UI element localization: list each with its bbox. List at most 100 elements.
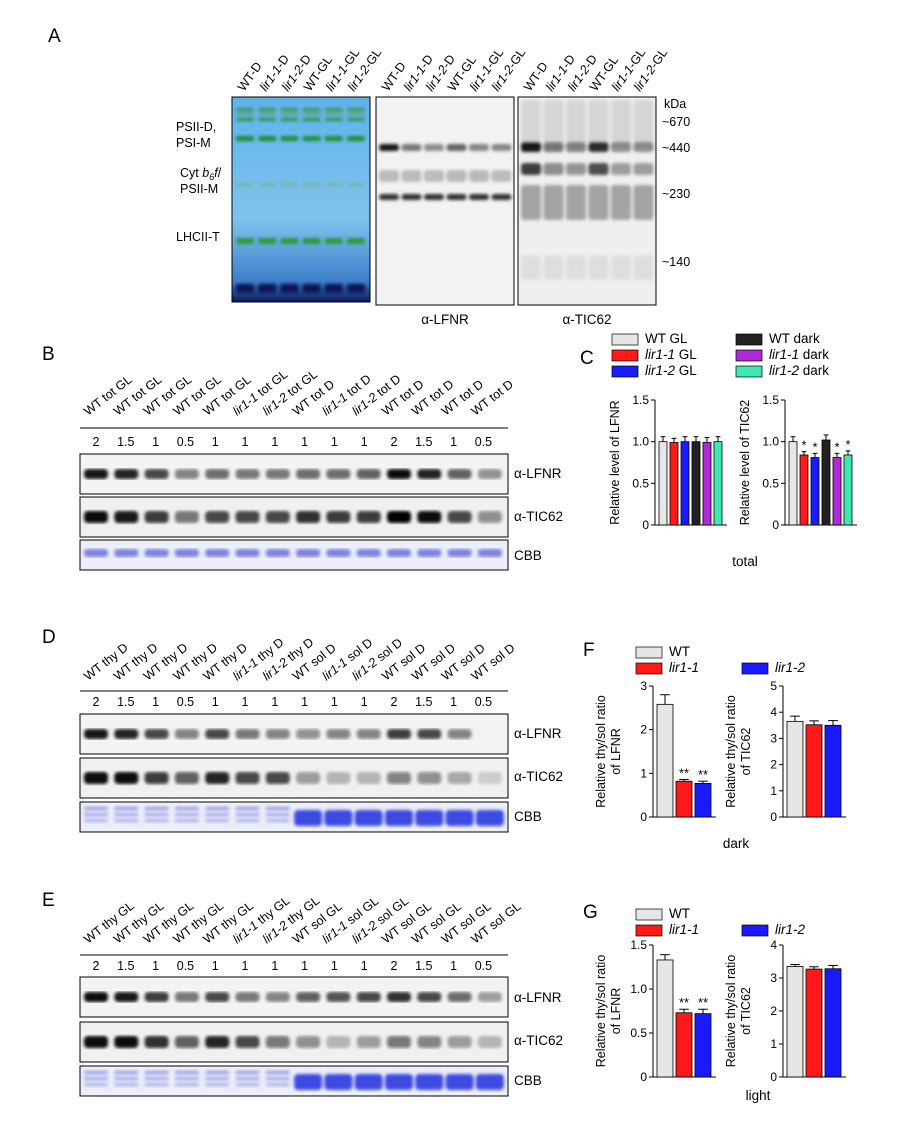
- loading-d-5: 1: [242, 695, 249, 709]
- legend-c-4-swatch: [735, 349, 763, 362]
- complex-label-cyt-b6f: Cyt b6f/: [180, 166, 222, 182]
- G-right-bar-0: [786, 966, 804, 1078]
- loading-b-8: 1: [331, 435, 338, 449]
- C-right-ytick-label-1: 0.5: [762, 476, 779, 490]
- C-right-bar-3: [821, 439, 831, 526]
- panel-c-letter: C: [580, 348, 594, 369]
- G-left-ylabel: Relative thy/sol ratioof LFNR: [594, 955, 623, 1068]
- F-left-sig-1: **: [679, 765, 689, 780]
- loading-e-10: 2: [391, 959, 398, 973]
- C-left-bar-4: [702, 442, 712, 526]
- loading-e-12: 1: [450, 959, 457, 973]
- G-left-ytick-label-1: 0.5: [630, 1026, 647, 1040]
- loading-d-2: 1: [152, 695, 159, 709]
- C-right-sig-5: *: [845, 437, 850, 452]
- legend-c-3-label: WT dark: [769, 331, 820, 346]
- loading-e-13: 0.5: [475, 959, 492, 973]
- loading-d-13: 0.5: [475, 695, 492, 709]
- legend-g-0-swatch: [635, 908, 663, 921]
- F-right-bar-1: [805, 724, 823, 818]
- legend-f-2-label: lir1-2: [775, 660, 805, 675]
- panel-e-tic62-blot: [79, 1021, 509, 1063]
- panel-d-letter: D: [42, 627, 56, 648]
- G-left-bar-1: [675, 1012, 693, 1078]
- F-left-bar-0: [656, 703, 674, 818]
- loading-e-11: 1.5: [415, 959, 432, 973]
- panel-g-letter: G: [583, 902, 598, 923]
- panel-e-cbb-gel: [79, 1065, 509, 1097]
- loading-d-1: 1.5: [117, 695, 134, 709]
- legend-f-1-swatch: [635, 662, 663, 675]
- antibody-label-tic62: α-TIC62: [562, 312, 611, 327]
- C-left-bar-1: [669, 442, 679, 526]
- F-right-ytick-label-4: 4: [770, 705, 777, 719]
- G-right-bar-1: [805, 968, 823, 1078]
- F-right-ytick-label-0: 0: [770, 810, 777, 824]
- C-right-bar-2: [810, 457, 820, 526]
- C-right-bar-4: [832, 457, 842, 526]
- C-left-ylabel: Relative level of LFNR: [608, 400, 622, 524]
- panel-b-label-cbb: CBB: [514, 548, 542, 563]
- loading-d-0: 2: [93, 695, 100, 709]
- marker-440: ~440: [662, 141, 690, 155]
- panel-b-label-tic62: α-TIC62: [514, 509, 563, 524]
- loading-e-6: 1: [271, 959, 278, 973]
- G-right-ylabel: Relative thy/sol ratioof TIC62: [724, 955, 753, 1068]
- F-right-ylabel: Relative thy/sol ratioof TIC62: [724, 695, 753, 808]
- F-right-ytick-label-5: 5: [770, 679, 777, 693]
- C-right-sig-1: *: [801, 438, 806, 453]
- loading-e-8: 1: [331, 959, 338, 973]
- F-right-ytick-label-1: 1: [770, 784, 777, 798]
- legend-c-4-label: lir1-1 dark: [769, 347, 829, 362]
- C-right-bar-5: [843, 454, 853, 526]
- F-right-bar-2: [824, 724, 842, 818]
- chart-c-tic62: 0 0.5 1.0 1.5 Relative level of TIC62 * * * *: [738, 393, 857, 532]
- panel-d-label-cbb: CBB: [514, 809, 542, 824]
- F-left-ytick-label-3: 3: [640, 679, 647, 693]
- loading-e-0: 2: [93, 959, 100, 973]
- loading-e-2: 1: [152, 959, 159, 973]
- loading-d-12: 1: [450, 695, 457, 709]
- panel-e-letter: E: [42, 890, 55, 911]
- loading-b-9: 1: [361, 435, 368, 449]
- G-right-ytick-label-0: 0: [770, 1070, 777, 1084]
- G-right-ytick-label-4: 4: [770, 938, 777, 952]
- legend-c-0-swatch: [611, 333, 639, 346]
- G-left-bar-2: [694, 1013, 712, 1078]
- legend-c-2-label: lir1-2 GL: [645, 363, 697, 378]
- C-right-bar-1: [799, 454, 809, 526]
- panel-c-caption: total: [732, 554, 758, 569]
- F-right-ytick-label-3: 3: [770, 731, 777, 745]
- panel-b-loadings: 2 1.5 1 0.5 1 1 1 1 1 1 2 1.5 1 0.5: [93, 435, 493, 449]
- G-left-sig-1: **: [679, 995, 689, 1010]
- chart-c-lfnr: 0 0.5 1.0 1.5 Relative level of LFNR: [608, 393, 727, 532]
- legend-c-5-label: lir1-2 dark: [769, 363, 829, 378]
- marker-140: ~140: [662, 255, 690, 269]
- F-right-bar-0: [786, 720, 804, 818]
- loading-e-7: 1: [301, 959, 308, 973]
- loading-b-4: 1: [212, 435, 219, 449]
- bn-page-gel: [231, 96, 371, 303]
- panel-b-letter: B: [42, 344, 55, 365]
- chart-f-lfnr: 0 1 2 3 Relative thy/sol ratioof LFNR ** **: [594, 679, 716, 824]
- C-right-ytick-label-2: 1.0: [762, 435, 779, 449]
- panel-e-label-lfnr: α-LFNR: [514, 990, 562, 1005]
- legend-c-1-label: lir1-1 GL: [645, 347, 697, 362]
- F-left-ylabel: Relative thy/sol ratioof LFNR: [594, 695, 623, 808]
- complex-label-psii-d: PSII-D,: [176, 120, 216, 134]
- G-right-ytick-label-2: 2: [770, 1004, 777, 1018]
- G-left-ytick-label-0: 0: [640, 1070, 647, 1084]
- C-left-bar-0: [658, 441, 668, 526]
- panel-b-cbb-gel: [79, 539, 509, 571]
- C-left-ytick-label-1: 0.5: [632, 476, 649, 490]
- G-right-ytick-label-3: 3: [770, 971, 777, 985]
- G-right-ytick-label-1: 1: [770, 1037, 777, 1051]
- G-left-bar-0: [656, 959, 674, 1078]
- lfnr-native-blot: [375, 96, 515, 306]
